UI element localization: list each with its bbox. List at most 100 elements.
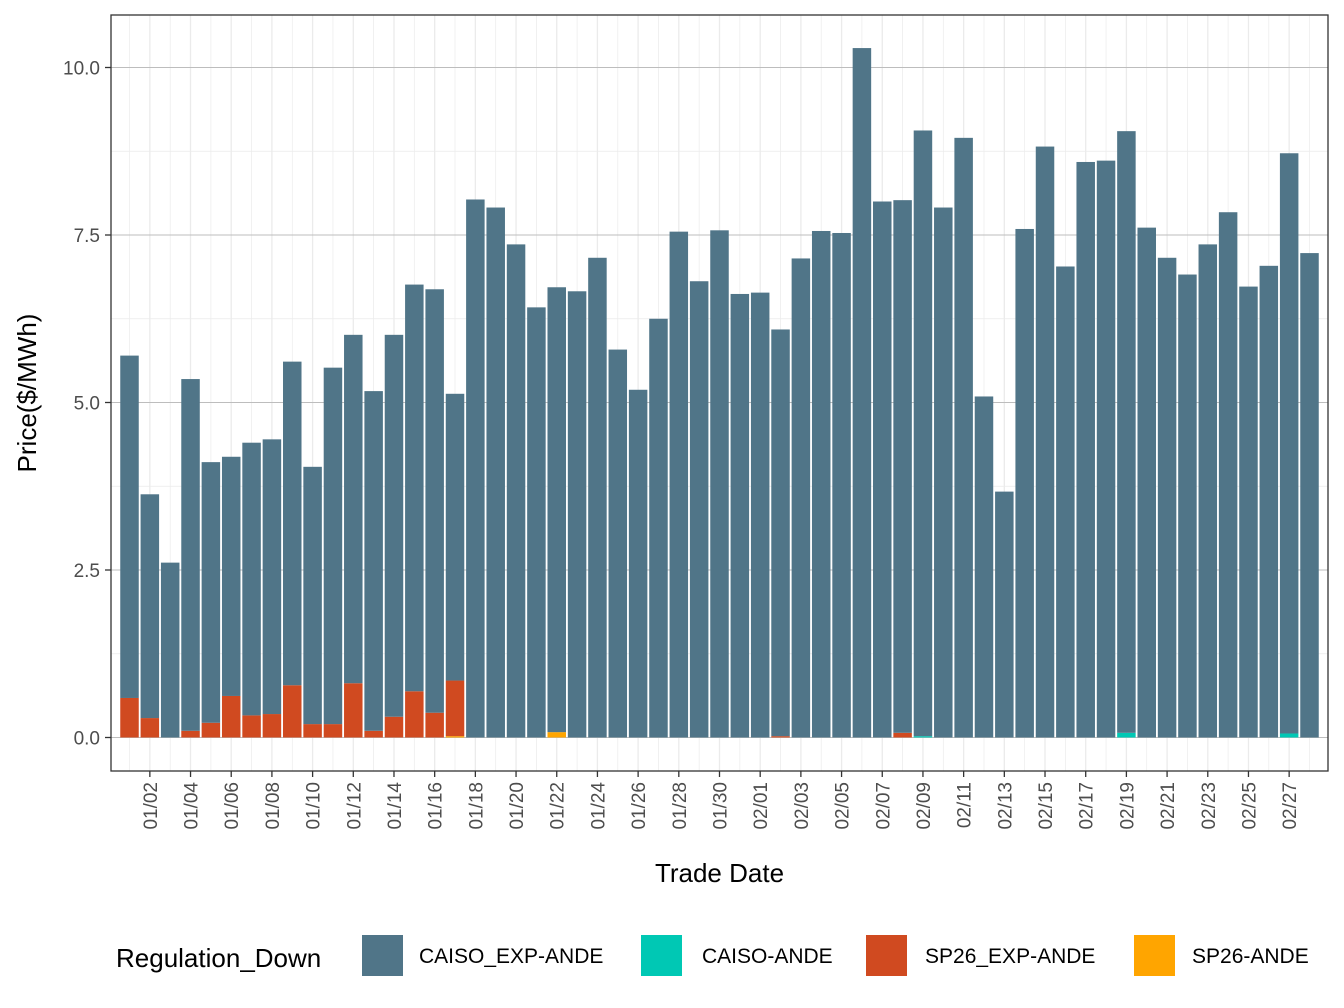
bar-caiso-exp-ande-01-06 — [221, 456, 241, 696]
bar-sp26-exp-ande-01-11 — [323, 724, 343, 738]
x-tick-label: 01/30 — [711, 782, 732, 830]
y-axis-title: Price($/MWh) — [12, 314, 42, 473]
bar-sp26-exp-ande-01-06 — [221, 695, 241, 738]
bar-caiso-exp-ande-02-22 — [1178, 274, 1197, 738]
legend-label: CAISO-ANDE — [702, 945, 833, 968]
bar-sp26-ande-01-17 — [445, 736, 465, 738]
bar-caiso-exp-ande-02-26 — [1259, 265, 1279, 738]
bar-caiso-exp-ande-01-30 — [710, 230, 729, 738]
bar-caiso-exp-ande-02-04 — [811, 230, 831, 738]
x-tick-label: 01/22 — [548, 782, 569, 830]
legend-swatch-caiso-exp-ande — [362, 935, 403, 976]
bar-caiso-exp-ande-01-28 — [669, 231, 689, 738]
bar-caiso-exp-ande-02-09 — [913, 130, 933, 737]
x-tick-label: 02/23 — [1199, 782, 1220, 830]
bar-sp26-exp-ande-01-05 — [201, 722, 221, 738]
bar-caiso-exp-ande-02-12 — [974, 396, 994, 738]
bar-caiso-exp-ande-01-12 — [344, 334, 363, 684]
bar-caiso-ande-02-27 — [1279, 733, 1299, 738]
x-tick-label: 02/03 — [792, 782, 813, 830]
bar-caiso-exp-ande-01-31 — [730, 293, 750, 738]
bar-caiso-exp-ande-01-26 — [628, 389, 648, 738]
legend: Regulation_Down CAISO_EXP-ANDE CAISO-ANDE… — [116, 935, 1309, 976]
x-tick-label: 01/18 — [466, 782, 487, 830]
x-tick-label: 02/19 — [1117, 782, 1138, 830]
bar-sp26-exp-ande-01-01 — [120, 697, 139, 738]
bar-caiso-exp-ande-01-18 — [466, 199, 485, 738]
bar-caiso-exp-ande-01-23 — [567, 291, 587, 738]
bar-sp26-exp-ande-01-13 — [364, 730, 383, 738]
bar-caiso-exp-ande-01-25 — [608, 349, 628, 738]
bar-caiso-exp-ande-02-06 — [852, 48, 872, 738]
bar-caiso-exp-ande-02-08 — [893, 200, 912, 733]
x-tick-label: 01/16 — [426, 782, 447, 830]
bar-caiso-exp-ande-01-08 — [262, 439, 282, 715]
bar-sp26-exp-ande-01-14 — [384, 716, 404, 738]
x-tick-label: 01/20 — [507, 782, 528, 830]
x-axis-title: Trade Date — [655, 858, 784, 888]
bar-caiso-exp-ande-01-20 — [506, 244, 526, 738]
bar-sp26-exp-ande-01-08 — [262, 714, 282, 738]
x-tick-label: 01/12 — [344, 782, 365, 830]
y-tick-label: 7.5 — [74, 226, 100, 247]
y-tick-label: 0.0 — [74, 729, 100, 750]
bar-caiso-exp-ande-01-05 — [201, 462, 221, 723]
bar-sp26-exp-ande-01-12 — [344, 683, 363, 738]
x-tick-label: 02/21 — [1158, 782, 1179, 830]
bar-sp26-exp-ande-02-08 — [893, 732, 912, 738]
x-tick-label: 02/11 — [955, 782, 976, 828]
bar-sp26-exp-ande-01-17 — [445, 680, 465, 737]
x-tick-label: 01/28 — [670, 782, 691, 830]
x-tick-label: 01/14 — [385, 782, 406, 830]
bar-sp26-exp-ande-01-04 — [181, 730, 200, 738]
legend-label: SP26_EXP-ANDE — [925, 945, 1095, 968]
bar-caiso-exp-ande-01-17 — [445, 393, 465, 681]
bar-caiso-exp-ande-02-02 — [771, 329, 790, 737]
bar-caiso-exp-ande-01-24 — [588, 257, 607, 738]
x-tick-label: 02/13 — [995, 782, 1016, 830]
bar-caiso-exp-ande-01-11 — [323, 367, 343, 725]
bar-caiso-exp-ande-02-18 — [1096, 160, 1116, 738]
bar-caiso-exp-ande-02-11 — [954, 137, 973, 738]
bar-layer — [120, 48, 1319, 738]
bar-caiso-exp-ande-01-03 — [160, 562, 180, 738]
x-tick-label: 01/02 — [141, 782, 162, 830]
bar-caiso-exp-ande-02-23 — [1198, 244, 1218, 738]
bar-caiso-exp-ande-01-01 — [120, 355, 139, 698]
x-tick-label: 02/27 — [1280, 782, 1301, 830]
bar-caiso-exp-ande-02-16 — [1056, 266, 1075, 738]
bar-caiso-exp-ande-01-09 — [283, 361, 302, 686]
bar-caiso-exp-ande-02-05 — [832, 232, 851, 738]
bar-caiso-exp-ande-02-14 — [1015, 228, 1034, 738]
x-tick-label: 01/08 — [263, 782, 284, 830]
y-tick-label: 10.0 — [63, 59, 100, 80]
bar-caiso-exp-ande-02-15 — [1035, 146, 1055, 738]
bar-sp26-exp-ande-01-02 — [140, 718, 160, 738]
bar-sp26-exp-ande-01-16 — [425, 712, 444, 738]
x-tick-label: 02/01 — [751, 782, 772, 830]
bar-caiso-exp-ande-01-13 — [364, 391, 383, 731]
bar-sp26-exp-ande-02-02 — [771, 736, 790, 738]
bar-caiso-exp-ande-01-02 — [140, 494, 160, 719]
x-tick-label: 02/09 — [914, 782, 935, 830]
bar-caiso-exp-ande-02-28 — [1300, 253, 1319, 738]
bar-caiso-exp-ande-01-16 — [425, 289, 444, 713]
x-tick-label: 01/24 — [588, 782, 609, 830]
bar-sp26-exp-ande-01-09 — [283, 685, 302, 738]
legend-label: SP26-ANDE — [1192, 945, 1309, 968]
bar-caiso-exp-ande-01-15 — [405, 284, 424, 692]
bar-caiso-exp-ande-02-20 — [1137, 227, 1156, 738]
bar-caiso-exp-ande-02-07 — [873, 201, 892, 738]
x-tick-label: 02/17 — [1077, 782, 1098, 830]
legend-label: CAISO_EXP-ANDE — [419, 945, 603, 968]
bar-caiso-ande-02-19 — [1117, 732, 1136, 738]
y-tick-label: 5.0 — [74, 394, 100, 415]
x-tick-label: 02/05 — [833, 782, 854, 830]
bar-caiso-exp-ande-01-27 — [649, 318, 668, 738]
legend-swatch-sp26-ande — [1134, 935, 1175, 976]
y-axis: 0.0 2.5 5.0 7.5 10.0 — [63, 59, 111, 750]
bar-caiso-exp-ande-01-14 — [384, 334, 404, 717]
bar-caiso-exp-ande-02-17 — [1076, 161, 1095, 738]
